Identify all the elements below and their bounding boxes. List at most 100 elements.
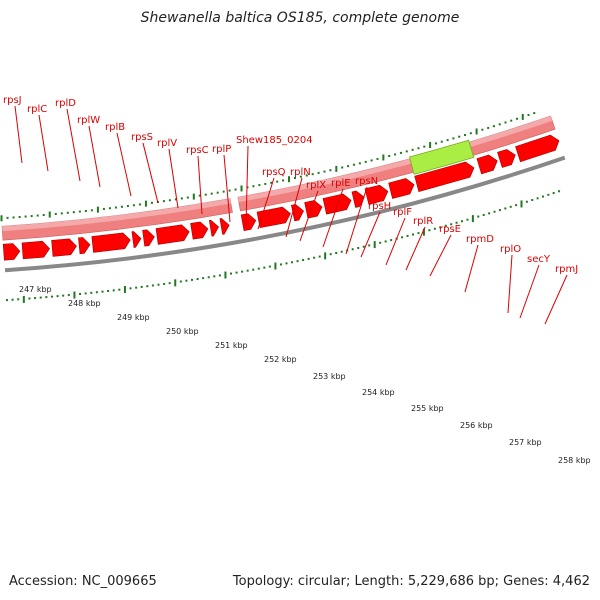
minor-tick	[446, 139, 449, 142]
minor-tick	[162, 200, 165, 203]
ruler-major-tick	[123, 286, 126, 294]
minor-tick	[405, 150, 408, 153]
ruler-minor-tick	[515, 204, 518, 207]
gene-arrow	[51, 238, 77, 257]
ruler-minor-tick	[246, 269, 249, 272]
minor-tick	[180, 197, 183, 200]
map-title: Shewanella baltica OS185, complete genom…	[140, 10, 460, 26]
ruler-minor-tick	[466, 218, 469, 221]
gene-label-rplD: rplD	[55, 98, 76, 109]
minor-tick	[492, 125, 495, 128]
minor-tick	[270, 181, 273, 184]
label-leader	[519, 264, 540, 319]
band-highlight	[237, 158, 412, 203]
major-tick	[335, 165, 338, 172]
ruler-minor-tick	[412, 233, 415, 236]
ruler-minor-tick	[296, 260, 299, 263]
minor-tick	[329, 169, 332, 172]
ruler-minor-tick	[417, 232, 420, 235]
minor-tick	[102, 207, 105, 210]
minor-tick	[358, 162, 361, 165]
minor-tick	[228, 189, 231, 192]
ruler-minor-tick	[229, 272, 232, 275]
label-leader	[322, 188, 344, 248]
gene-label-rpsN: rpsN	[355, 176, 378, 187]
gene-label-rplB: rplB	[105, 122, 125, 133]
ruler-minor-tick	[135, 286, 138, 289]
gene-label-rpsE: rpsE	[439, 224, 461, 235]
label-leader	[14, 105, 23, 164]
kbp-label: 248 kbp	[68, 299, 101, 308]
minor-tick	[84, 209, 87, 212]
minor-tick	[458, 135, 461, 138]
gene-arrow	[78, 237, 91, 255]
ruler-minor-tick	[379, 241, 382, 244]
ruler-minor-tick	[558, 190, 561, 193]
label-leader	[245, 145, 249, 227]
label-leader	[299, 190, 319, 242]
minor-tick	[527, 114, 530, 117]
ruler-minor-tick	[252, 268, 255, 271]
major-tick	[429, 142, 432, 149]
kbp-label: 247 kbp	[19, 285, 52, 294]
minor-tick	[440, 140, 443, 143]
minor-tick	[510, 119, 513, 122]
label-leader	[197, 155, 203, 215]
minor-tick	[464, 133, 467, 136]
minor-tick	[174, 198, 177, 201]
ruler-minor-tick	[433, 227, 436, 230]
ruler-minor-tick	[406, 234, 409, 237]
gene-arrow	[208, 219, 219, 237]
ruler-minor-tick	[291, 261, 294, 264]
ruler-minor-tick	[329, 253, 332, 256]
gene-label-rplC: rplC	[27, 104, 47, 115]
minor-tick	[515, 117, 518, 120]
minor-tick	[394, 153, 397, 156]
kbp-label: 256 kbp	[460, 421, 493, 430]
ruler-major-tick	[22, 295, 25, 303]
gene-label-rpsS: rpsS	[131, 132, 153, 143]
label-leader	[464, 244, 479, 293]
ruler-minor-tick	[179, 280, 182, 283]
ruler-major-tick	[324, 252, 327, 260]
gene-arrow	[240, 213, 257, 232]
gene-label-rpmJ: rpmJ	[555, 264, 578, 275]
minor-tick	[305, 174, 308, 177]
gene-arrow	[291, 204, 304, 222]
label-leader	[429, 234, 452, 277]
minor-tick	[388, 154, 391, 157]
minor-tick	[138, 203, 141, 206]
ruler-minor-tick	[62, 294, 65, 297]
ruler-minor-tick	[477, 215, 480, 218]
gene-label-rplF: rplF	[393, 207, 412, 218]
minor-tick	[132, 204, 135, 207]
ruler-minor-tick	[28, 297, 31, 300]
ruler-major-tick	[422, 228, 425, 236]
gene-label-rplO: rplO	[500, 244, 521, 255]
major-tick	[521, 113, 524, 120]
ruler-minor-tick	[455, 221, 458, 224]
minor-tick	[469, 132, 472, 135]
ruler-minor-tick	[34, 297, 37, 300]
minor-tick	[364, 160, 367, 163]
minor-tick	[370, 159, 373, 162]
ruler-minor-tick	[185, 279, 188, 282]
gene-label-rplV: rplV	[157, 138, 177, 149]
ruler-minor-tick	[493, 210, 496, 213]
ruler-major-tick	[471, 215, 474, 223]
minor-tick	[78, 210, 81, 213]
ruler-minor-tick	[461, 220, 464, 223]
gene-label-rpsQ: rpsQ	[262, 167, 286, 178]
minor-tick	[258, 184, 261, 187]
minor-tick	[24, 215, 27, 218]
ruler-major-tick	[73, 291, 76, 299]
gene-arrow	[190, 221, 209, 240]
minor-tick	[498, 123, 501, 126]
gene-arrow	[322, 193, 352, 215]
ruler-minor-tick	[235, 271, 238, 274]
minor-tick	[376, 157, 379, 160]
ruler-minor-tick	[531, 199, 534, 202]
genome-stats-text: Topology: circular; Length: 5,229,686 bp…	[232, 574, 590, 589]
major-tick	[144, 200, 147, 207]
